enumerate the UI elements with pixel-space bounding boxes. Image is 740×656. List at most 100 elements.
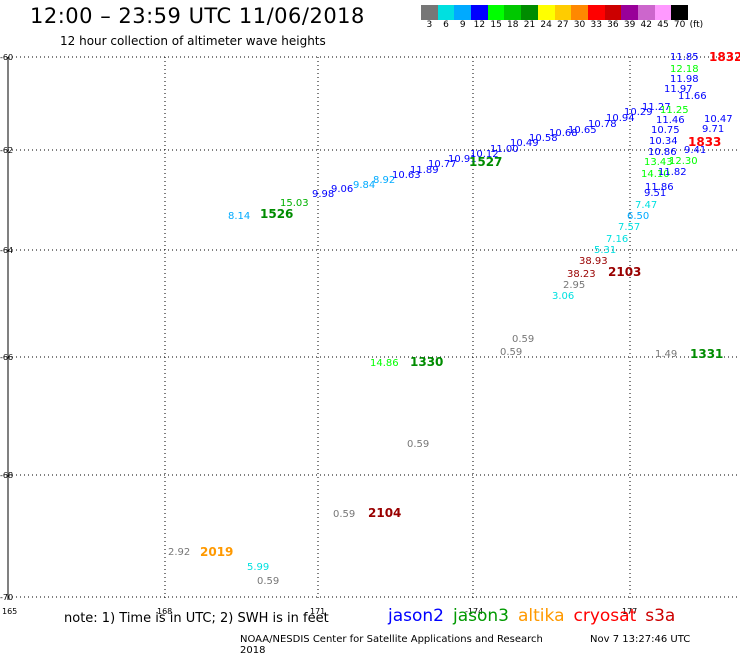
note-text: note: 1) Time is in UTC; 2) SWH is in fe… — [64, 611, 329, 626]
y-tick-label: -70 — [0, 593, 13, 602]
swh-label: 10.91 — [448, 154, 477, 165]
pass-label: 2104 — [368, 506, 401, 520]
color-legend: 3 6 9 12 15 18 21 24 27 30 33 36 39 42 45 70 (ft) — [421, 5, 705, 30]
swh-label: 5.31 — [594, 245, 616, 256]
color-swatch — [637, 5, 655, 20]
color-scale-label: 30 — [573, 20, 586, 30]
swh-label: 1.49 — [655, 349, 677, 360]
color-scale-label: 9 — [459, 20, 466, 30]
y-tick-label: -60 — [0, 53, 13, 62]
color-scale-label: 39 — [623, 20, 636, 30]
pass-label: 1330 — [410, 355, 443, 369]
swh-label: 6.50 — [627, 211, 649, 222]
x-tick-label: 168 — [157, 607, 172, 616]
color-scale-label: 36 — [607, 20, 619, 30]
swh-label: 9.06 — [331, 184, 353, 195]
swh-label: 10.47 — [704, 114, 733, 125]
swh-label: 0.59 — [407, 439, 429, 450]
swh-label: 3.06 — [552, 291, 574, 302]
color-scale-label: 18 — [507, 20, 519, 30]
swh-label: 8.14 — [228, 211, 250, 222]
page-subtitle: 12 hour collection of altimeter wave hei… — [60, 34, 326, 48]
color-swatch — [454, 5, 472, 20]
color-scale-label: 70 — [673, 20, 686, 30]
swh-label: 10.12 — [470, 149, 499, 160]
color-swatch — [421, 5, 438, 20]
swh-label: 0.59 — [333, 509, 355, 520]
swh-label: 10.63 — [392, 170, 421, 181]
page-title: 12:00 – 23:59 UTC 11/06/2018 — [30, 4, 365, 28]
swh-label: 0.59 — [512, 334, 534, 345]
color-scale-label: 12 — [473, 20, 486, 30]
swh-label: 0.59 — [500, 347, 522, 358]
swh-label: 11.27 — [642, 102, 671, 113]
swh-label: 10.78 — [588, 119, 617, 130]
satellite-cryosat: cryosat — [573, 606, 637, 626]
swh-label: 7.47 — [635, 200, 657, 211]
swh-label: 12.30 — [669, 156, 698, 167]
pass-label: 1526 — [260, 207, 293, 221]
color-swatch — [521, 5, 538, 20]
color-scale-label: 45 — [657, 20, 669, 30]
x-tick-label: -174 — [465, 607, 483, 616]
swh-label: 11.89 — [410, 165, 439, 176]
swh-label: 7.16 — [606, 234, 628, 245]
y-tick-label: -68 — [0, 471, 13, 480]
swh-label: 9.41 — [684, 145, 706, 156]
color-swatch — [437, 5, 455, 20]
color-scale-bar — [421, 5, 705, 20]
swh-label: 11.82 — [658, 167, 687, 178]
swh-label: 9.84 — [353, 180, 375, 191]
color-swatch — [654, 5, 672, 20]
color-swatch — [554, 5, 572, 20]
footer: NOAA/NESDIS Center for Satellite Applica… — [240, 634, 740, 656]
satellite-altika: altika — [518, 606, 565, 626]
swh-label: 11.25 — [660, 105, 689, 116]
satellite-s3a: s3a — [645, 606, 676, 626]
color-swatch — [571, 5, 588, 20]
color-scale-label: 42 — [640, 20, 652, 30]
swh-label: 11.86 — [645, 182, 674, 193]
satellite-jason2: jason2 — [388, 606, 444, 626]
swh-label: 10.75 — [651, 125, 680, 136]
x-tick-label: 177 — [622, 607, 637, 616]
swh-label: 11.46 — [656, 115, 685, 126]
swh-label: 2.95 — [563, 280, 585, 291]
swh-label: 15.03 — [280, 198, 309, 209]
color-scale-label: 24 — [540, 20, 552, 30]
color-swatch — [537, 5, 555, 20]
swh-label: 11.85 — [670, 52, 699, 63]
swh-label: 10.29 — [624, 107, 653, 118]
swh-label: 9.51 — [644, 188, 666, 199]
y-tick-label: -66 — [0, 353, 13, 362]
swh-label: 38.23 — [567, 269, 596, 280]
color-scale-unit: (ft) — [689, 20, 704, 30]
swh-label: 12.18 — [670, 64, 699, 75]
color-swatch — [671, 5, 688, 20]
swh-label: 10.65 — [568, 125, 597, 136]
pass-label: 2103 — [608, 265, 641, 279]
color-scale-label: 33 — [590, 20, 602, 30]
color-swatch — [471, 5, 488, 20]
color-swatch — [504, 5, 522, 20]
swh-label: 11.66 — [678, 91, 707, 102]
swh-label: 7.57 — [618, 222, 640, 233]
swh-label: 13.43 — [644, 157, 673, 168]
color-scale-label: 6 — [443, 20, 449, 30]
pass-label: 1833 — [688, 135, 721, 149]
color-scale-label: 15 — [490, 20, 502, 30]
swh-label: 38.93 — [579, 256, 608, 267]
satellite-legend: jason2 jason3 altika cryosat s3a — [388, 606, 684, 626]
swh-label: 14.86 — [370, 358, 399, 369]
pass-label: 1331 — [690, 347, 723, 361]
swh-label: 2.92 — [168, 547, 190, 558]
swh-label: 9.71 — [702, 124, 724, 135]
swh-label: 5.99 — [247, 562, 269, 573]
swh-label: 10.86 — [648, 147, 677, 158]
swh-label: 14.10 — [641, 169, 670, 180]
swh-label: 11.00 — [490, 144, 519, 155]
color-swatch — [487, 5, 505, 20]
color-scale-labels: 3 6 9 12 15 18 21 24 27 30 33 36 39 42 45 70 (ft) — [421, 20, 705, 30]
swh-label: 10.58 — [529, 133, 558, 144]
